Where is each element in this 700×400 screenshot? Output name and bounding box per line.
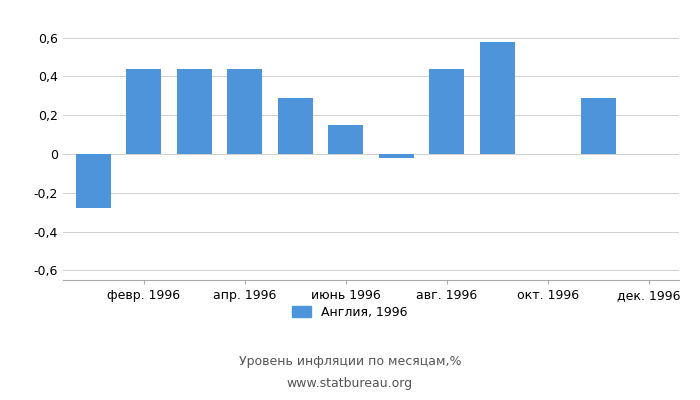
Text: www.statbureau.org: www.statbureau.org [287, 378, 413, 390]
Bar [76, 154, 111, 208]
Bar [126, 69, 162, 154]
Text: Уровень инфляции по месяцам,%: Уровень инфляции по месяцам,% [239, 356, 461, 368]
Bar [227, 69, 262, 154]
Bar [278, 98, 313, 154]
Bar [429, 69, 464, 154]
Legend: Англия, 1996: Англия, 1996 [288, 301, 412, 324]
Bar [379, 154, 414, 158]
Bar [480, 42, 515, 154]
Bar [328, 125, 363, 154]
Bar [176, 69, 212, 154]
Bar [580, 98, 616, 154]
